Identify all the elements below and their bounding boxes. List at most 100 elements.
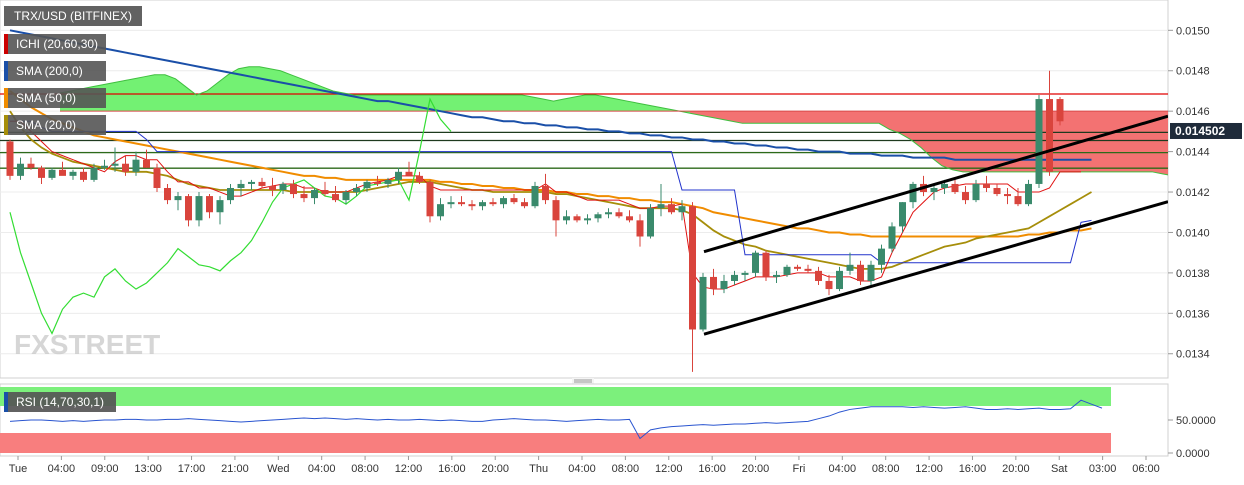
- cloud-segment-17: [238, 66, 249, 112]
- time-tick-label-6: Wed: [267, 463, 289, 475]
- cloud-segment-99: [1099, 111, 1110, 172]
- time-tick-label-25: 03:00: [1089, 463, 1117, 475]
- rsi-label: RSI (14,70,30,1): [16, 395, 104, 409]
- cloud-segment-82: [921, 111, 932, 158]
- time-tick-label-3: 13:00: [134, 463, 162, 475]
- time-axis: Tue 04:00 09:00 13:00 17:00 21:00 Wed 04:00 08:0…: [0, 455, 1168, 475]
- candle-2: [27, 157, 35, 170]
- cloud-segment-16: [228, 68, 239, 112]
- cloud-segment-76: [858, 111, 869, 124]
- legend-swatch-0: [4, 34, 8, 54]
- candle-body-15: [164, 187, 171, 201]
- candle-body-11: [122, 163, 129, 172]
- cloud-segment-43: [511, 95, 522, 112]
- candle-body-43: [458, 202, 465, 205]
- candle-39: [416, 171, 423, 184]
- candle-64: [678, 200, 686, 221]
- candle-body-72: [762, 252, 770, 277]
- cloud-segment-75: [847, 111, 858, 124]
- cloud-segment-89: [994, 111, 1005, 172]
- sma50-line: [9, 90, 1092, 238]
- rsi-oversold-zone: [0, 433, 1111, 453]
- candle-body-16: [174, 196, 182, 201]
- time-tick-label-10: 16:00: [438, 463, 466, 475]
- candle-body-52: [552, 200, 560, 221]
- time-tick-label-12: Thu: [529, 463, 548, 475]
- candle-88: [930, 183, 938, 201]
- candle-body-46: [489, 202, 497, 205]
- candle-92: [972, 179, 980, 203]
- candle-26: [279, 181, 287, 195]
- legend-box-3: [4, 115, 106, 135]
- candle-30: [321, 181, 329, 197]
- time-tick-label-5: 21:00: [221, 463, 249, 475]
- candle-body-23: [248, 181, 255, 184]
- cloud-segment-45: [532, 97, 543, 112]
- candle-72: [762, 250, 770, 281]
- cloud-segment-88: [984, 111, 995, 172]
- candle-body-78: [825, 280, 833, 290]
- cloud-segment-98: [1089, 111, 1100, 172]
- candle-29: [311, 187, 318, 205]
- candle-body-75: [794, 266, 801, 269]
- candle-body-8: [90, 167, 98, 180]
- candle-body-34: [363, 181, 371, 188]
- time-tick-label-14: 08:00: [612, 463, 640, 475]
- cloud-segment-8: [144, 74, 155, 112]
- cloud-segment-15: [217, 74, 228, 112]
- candle-body-95: [1004, 194, 1011, 197]
- candle-body-6: [69, 171, 77, 176]
- candle-body-68: [720, 280, 728, 290]
- candle-97: [1025, 179, 1032, 207]
- cloud-segment-31: [385, 95, 396, 112]
- cloud-segment-63: [721, 111, 732, 122]
- cloud-segment-36: [438, 95, 449, 112]
- candle-83: [878, 244, 885, 273]
- candle-37: [395, 167, 402, 184]
- candle-46: [489, 198, 497, 207]
- rsi-tick-label-0: 50.0000: [1176, 415, 1216, 427]
- candle-body-67: [710, 276, 717, 290]
- cloud-segment-52: [606, 97, 617, 112]
- price-tick-label-4: 0.0142: [1176, 187, 1210, 199]
- time-tick-label-9: 12:00: [395, 463, 423, 475]
- candle-body-64: [678, 206, 686, 213]
- candle-7: [80, 167, 87, 182]
- candle-59: [626, 210, 633, 223]
- candle-body-55: [584, 218, 591, 221]
- cloud-segment-30: [375, 95, 386, 112]
- legend-label-1: SMA (200,0): [16, 64, 83, 78]
- cloud-segment-90: [1005, 111, 1016, 172]
- channel-lower-line: [703, 200, 1168, 336]
- cloud-segment-54: [627, 101, 638, 112]
- time-tick-label-18: Fri: [793, 463, 806, 475]
- cloud-segment-92: [1026, 111, 1037, 172]
- candle-body-48: [510, 198, 518, 203]
- time-tick-label-16: 16:00: [698, 463, 726, 475]
- main-panel: [0, 0, 1169, 379]
- candle-77: [815, 266, 822, 286]
- candle-body-84: [888, 226, 896, 249]
- candle-body-92: [972, 183, 980, 201]
- candle-body-41: [437, 204, 444, 217]
- rsi-axis: 50.0000 0.0000: [1168, 415, 1216, 460]
- time-tick-label-8: 08:00: [351, 463, 379, 475]
- candle-44: [468, 200, 476, 211]
- candle-85: [899, 202, 906, 233]
- cloud-segment-66: [753, 111, 764, 124]
- panel-splitter-handle[interactable]: [572, 378, 594, 384]
- cloud-segment-37: [448, 95, 459, 112]
- candle-48: [510, 194, 518, 205]
- legend-label-2: SMA (50,0): [16, 91, 76, 105]
- candle-43: [458, 196, 465, 207]
- cloud-segment-38: [459, 95, 470, 112]
- legend-item-1: SMA (200,0): [4, 61, 106, 81]
- candle-body-26: [279, 183, 287, 191]
- candle-53: [563, 210, 570, 225]
- trend-channel: [703, 114, 1168, 336]
- cloud-segment-78: [879, 111, 890, 130]
- time-tick-label-0: Tue: [9, 463, 28, 475]
- candle-body-53: [563, 216, 570, 221]
- cloud-segment-67: [763, 111, 774, 124]
